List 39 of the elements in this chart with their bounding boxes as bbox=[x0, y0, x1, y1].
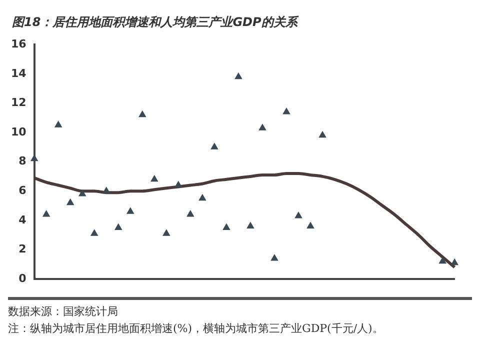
y-tick-label: 14 bbox=[10, 66, 27, 80]
point bbox=[306, 222, 314, 229]
point bbox=[162, 230, 170, 236]
point bbox=[270, 254, 278, 261]
point bbox=[318, 131, 326, 138]
y-tick-label: 6 bbox=[18, 184, 27, 197]
y-tick-label: 12 bbox=[10, 96, 26, 110]
point bbox=[246, 222, 254, 229]
point bbox=[282, 108, 290, 114]
chart-title: 图18：居住用地面积增速和人均第三产业GDP的关系 bbox=[11, 14, 300, 31]
point bbox=[30, 154, 38, 162]
point bbox=[90, 230, 98, 236]
y-tick-label: 0 bbox=[18, 272, 27, 285]
text: 注：纵轴为城市居住用地面积增速(%)，横轴为城市第三产业GDP(千元/人)。 bbox=[8, 321, 384, 336]
point bbox=[114, 224, 122, 230]
point bbox=[54, 121, 62, 128]
point bbox=[126, 208, 134, 214]
point bbox=[234, 72, 242, 80]
point bbox=[42, 210, 50, 217]
point bbox=[210, 143, 218, 150]
y-tick-label: 4 bbox=[18, 213, 27, 226]
point bbox=[78, 190, 86, 196]
point bbox=[102, 187, 110, 194]
y-tick-label: 2 bbox=[18, 242, 26, 256]
y-tick-label: 16 bbox=[10, 37, 27, 50]
point bbox=[186, 210, 194, 217]
point bbox=[138, 110, 146, 118]
source-note: 数据来源：国家统计局 bbox=[8, 304, 119, 319]
y-tick-label: 10 bbox=[10, 125, 27, 138]
point bbox=[451, 258, 458, 266]
y-tick-label: 8 bbox=[18, 154, 26, 168]
point bbox=[150, 175, 158, 182]
point bbox=[439, 257, 446, 264]
point bbox=[258, 124, 266, 130]
point bbox=[222, 224, 230, 230]
point bbox=[174, 181, 182, 188]
point bbox=[198, 194, 206, 201]
point bbox=[66, 198, 74, 206]
point bbox=[294, 212, 302, 218]
